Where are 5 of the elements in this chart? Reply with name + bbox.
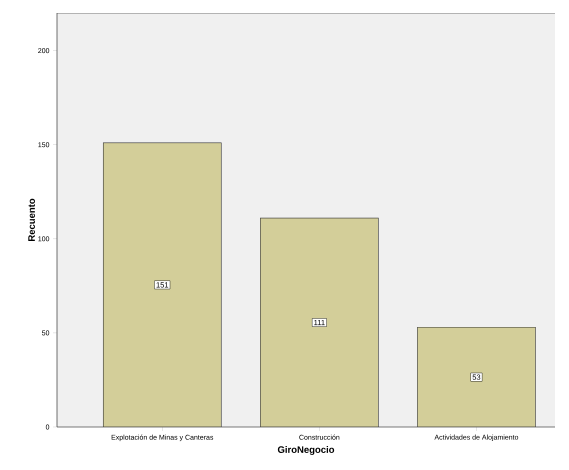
bar (102, 142, 222, 427)
x-axis-title: GiroNegocio (278, 446, 334, 455)
y-axis-title: Recuento (28, 198, 35, 241)
bar (260, 218, 379, 427)
bar (417, 326, 536, 427)
